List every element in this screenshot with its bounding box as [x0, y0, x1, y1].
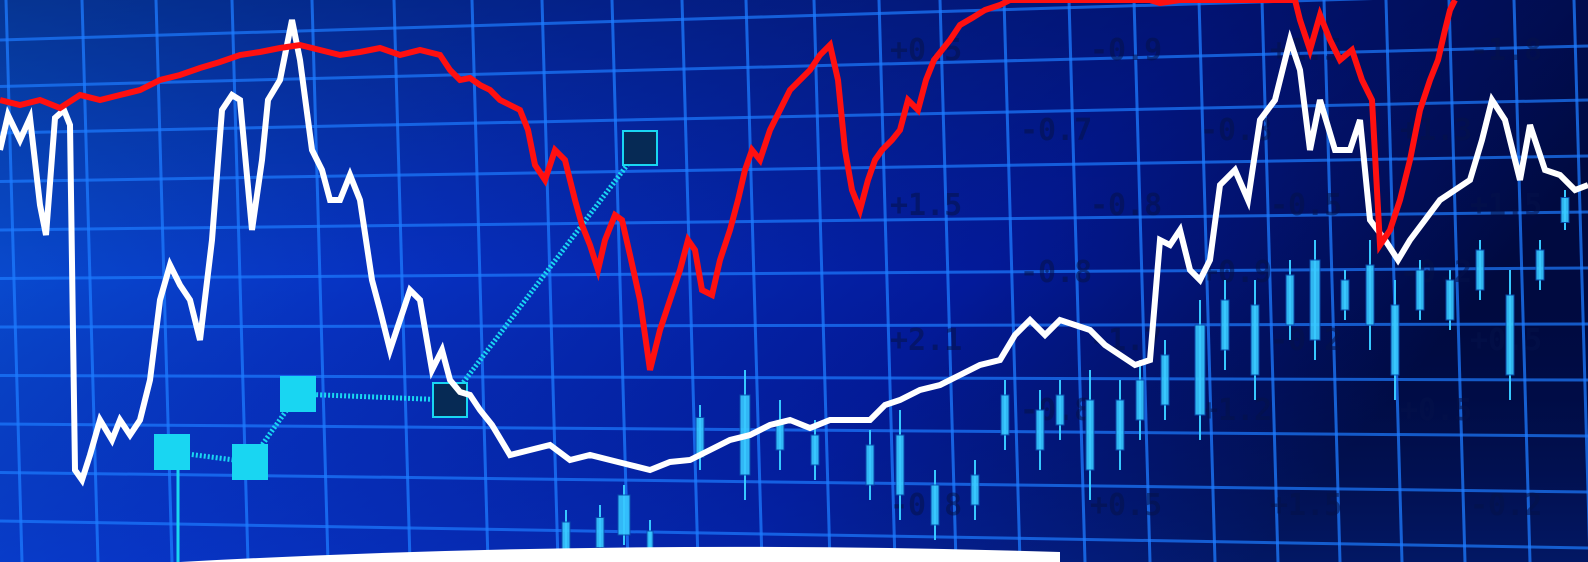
candlestick: [970, 460, 980, 520]
ticker-value: +1.5: [1470, 188, 1542, 223]
ticker-value: +0.5: [1400, 393, 1472, 428]
candlestick: [810, 420, 820, 480]
candlestick: [1445, 270, 1455, 330]
ticker-value: +1.2: [1200, 393, 1272, 428]
ticker-value: +1.5: [890, 188, 962, 223]
grid-line-horizontal: [0, 266, 1588, 280]
grid-line-horizontal: [0, 422, 1588, 438]
grid-line-vertical: [1512, 0, 1532, 562]
ticker-value: -0.8: [1020, 255, 1092, 290]
candlestick: [1415, 260, 1425, 320]
grid-line-horizontal: [0, 210, 1588, 232]
ticker-values-layer: +0.5 -0.9 +1.5 -1.8-0.7 -0.8 +1.3+1.5 -0.8 -0.5…: [890, 33, 1542, 523]
candlestick: [1365, 240, 1375, 350]
red-price-line: [0, 0, 1458, 371]
grid-line-vertical: [540, 0, 560, 562]
candlestick: [1194, 300, 1206, 440]
connector-markers: [154, 130, 658, 562]
candlestick: [1340, 270, 1350, 320]
grid-line-horizontal: [0, 154, 1588, 183]
candlestick: [1055, 380, 1065, 440]
candlestick: [1135, 360, 1145, 440]
candlestick: [1220, 280, 1230, 370]
candlestick: [930, 470, 940, 540]
ticker-value: +2.1: [890, 323, 962, 358]
candlestick: [1560, 190, 1570, 230]
candlestick: [617, 485, 631, 545]
grid-line-vertical: [877, 0, 897, 562]
connector-marker: [154, 434, 190, 470]
candlestick: [895, 410, 905, 520]
grid-line-horizontal: [0, 0, 1373, 42]
candlestick: [1285, 260, 1295, 340]
grid-line-horizontal: [0, 519, 1588, 550]
grid-line-horizontal: [0, 44, 1588, 88]
grid-line-vertical: [938, 0, 958, 562]
candlestick: [1505, 270, 1515, 400]
candlestick: [1085, 370, 1095, 500]
candlestick: [1035, 390, 1045, 470]
grid-line-vertical: [1002, 0, 1022, 562]
candlestick: [1390, 280, 1400, 400]
grid-line-vertical: [744, 0, 764, 562]
grid-line-vertical: [610, 0, 630, 562]
ticker-value: -0.2: [1470, 488, 1542, 523]
candlestick: [1160, 340, 1170, 420]
grid-line-vertical: [1260, 0, 1280, 562]
candlestick: [1309, 240, 1321, 360]
grid-line-vertical: [392, 0, 412, 562]
connector-marker: [432, 382, 468, 418]
bottom-white-arc: [180, 546, 1060, 562]
ticker-value: +1.5: [1270, 488, 1342, 523]
candlestick: [865, 430, 875, 500]
grid-line-vertical: [1197, 0, 1217, 562]
grid-line-vertical: [1067, 0, 1087, 562]
ticker-value: +0.5: [1090, 488, 1162, 523]
connector-marker: [622, 130, 658, 166]
grid-line-vertical: [1132, 0, 1152, 562]
ticker-value: -0.8: [1090, 188, 1162, 223]
ticker-value: -1.8: [1470, 33, 1542, 68]
grid-line-horizontal: [0, 322, 1588, 329]
grid-line-vertical: [1322, 0, 1342, 562]
ticker-value: -0.9: [1090, 33, 1162, 68]
candlestick: [1475, 240, 1485, 300]
ticker-value: -0.7: [1020, 113, 1092, 148]
candlestick: [1535, 240, 1545, 290]
ticker-value: -0.2: [1400, 255, 1472, 290]
candlestick: [1250, 280, 1260, 400]
grid-line-vertical: [470, 0, 490, 562]
candlestick: [1000, 380, 1010, 450]
ticker-value: -0.5: [1270, 188, 1342, 223]
grid-line-horizontal: [0, 374, 1588, 382]
grid-line-vertical: [680, 0, 700, 562]
grid-line-vertical: [310, 0, 330, 562]
white-price-line: [0, 19, 1588, 487]
grid-line-vertical: [1572, 0, 1588, 545]
grid-line-vertical: [4, 0, 24, 562]
grid-line-vertical: [1447, 0, 1467, 562]
ticker-value: -0.2: [1270, 323, 1342, 358]
grid-line-vertical: [812, 0, 832, 562]
connector-marker: [280, 376, 316, 412]
candlestick: [1115, 380, 1125, 470]
connector-marker: [232, 444, 268, 480]
